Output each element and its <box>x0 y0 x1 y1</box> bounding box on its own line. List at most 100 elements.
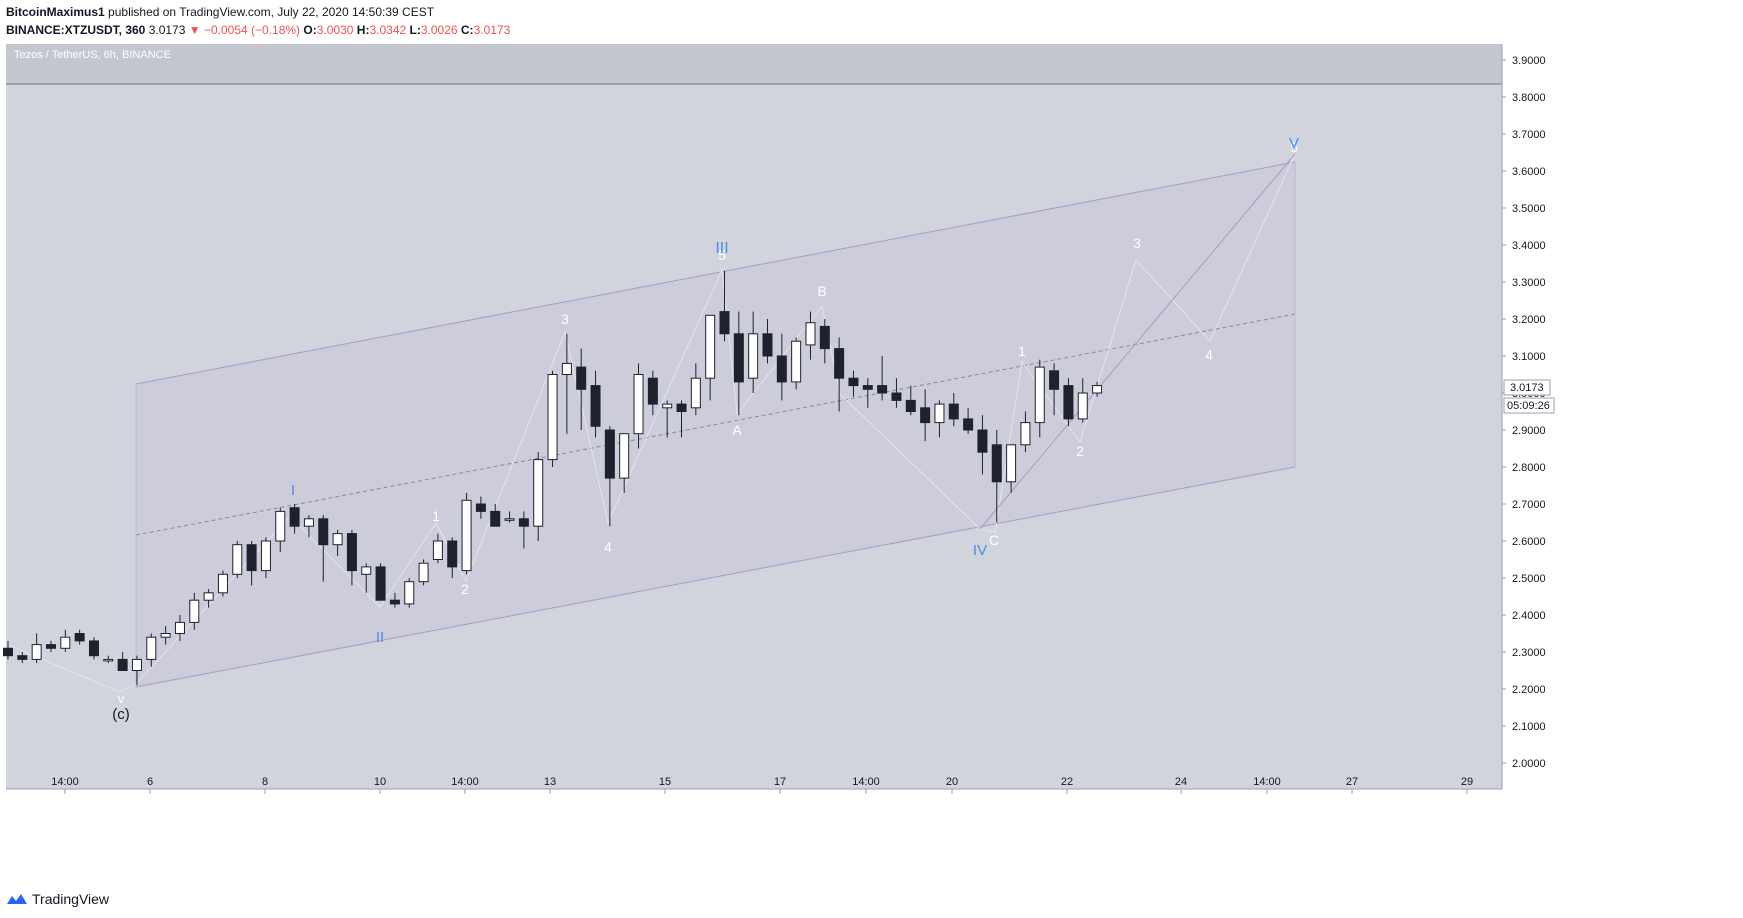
candle-up[interactable] <box>533 459 544 527</box>
candle-up[interactable] <box>561 362 572 375</box>
candle-down[interactable] <box>74 633 85 642</box>
wave-label: II <box>376 629 384 646</box>
candle-up[interactable] <box>705 314 716 379</box>
candle-up[interactable] <box>934 403 945 424</box>
candle-up[interactable] <box>1092 385 1103 394</box>
price-tick-label: 2.6000 <box>1512 536 1546 548</box>
parallel-channel[interactable] <box>135 161 1296 688</box>
candle-up[interactable] <box>1006 444 1017 483</box>
candle-down[interactable] <box>45 644 56 649</box>
candle-up[interactable] <box>146 636 157 660</box>
candle-down[interactable] <box>447 540 458 568</box>
wave-label: III <box>715 240 728 257</box>
candle-down[interactable] <box>733 333 744 383</box>
candlestick-series[interactable] <box>3 270 1103 686</box>
candle-up[interactable] <box>1020 422 1031 446</box>
candle-down[interactable] <box>590 385 601 427</box>
price-axis[interactable]: 2.0000 2.1000 2.2000 2.3000 2.4000 2.5000 2.60… <box>1501 44 1743 789</box>
candle-up[interactable] <box>189 599 200 623</box>
time-axis[interactable]: 14:00 6 8 10 14:00 13 15 17 14:00 20 22 24 14:00 27 29 <box>6 776 1502 794</box>
author-name[interactable]: BitcoinMaximus1 <box>6 5 105 19</box>
candle-down[interactable] <box>905 399 916 412</box>
candle-up[interactable] <box>805 322 816 346</box>
candle-up[interactable] <box>418 562 429 583</box>
candle-down[interactable] <box>17 655 28 660</box>
candle-down[interactable] <box>389 599 400 605</box>
wave-label: 5 <box>718 247 726 263</box>
projection-line <box>979 153 1296 530</box>
candle-down[interactable] <box>375 566 386 601</box>
candle-down[interactable] <box>3 647 13 657</box>
candle-up[interactable] <box>791 340 802 383</box>
candle-up[interactable] <box>361 566 372 575</box>
candle-down[interactable] <box>318 518 329 546</box>
candle-down[interactable] <box>948 403 959 420</box>
candle-up[interactable] <box>461 499 472 572</box>
candle-up[interactable] <box>662 403 673 409</box>
candle-down[interactable] <box>475 503 486 512</box>
candle-down[interactable] <box>891 392 902 401</box>
candle-up[interactable] <box>633 374 644 435</box>
candle-down[interactable] <box>604 429 615 479</box>
candle-down[interactable] <box>848 377 859 387</box>
candle-down[interactable] <box>490 510 501 527</box>
candle-down[interactable] <box>576 366 587 390</box>
symbol-legend[interactable]: Tezos / TetherUS, 6h, BINANCE <box>14 49 171 61</box>
candle-up[interactable] <box>1077 392 1088 420</box>
candle-down[interactable] <box>834 348 845 379</box>
candle-up[interactable] <box>103 658 114 662</box>
price-tick-label: 3.3000 <box>1512 277 1546 289</box>
time-tick-label: 22 <box>1061 776 1073 788</box>
price-chart[interactable]: Tezos / TetherUS, 6h, BINANCE (c)vIII123… <box>0 44 1743 890</box>
current-price-text: 3.0173 <box>1510 382 1544 394</box>
candle-down[interactable] <box>819 325 830 350</box>
candle-down[interactable] <box>1049 370 1060 390</box>
candle-down[interactable] <box>963 418 974 431</box>
candle-up[interactable] <box>275 510 286 542</box>
publish-info: published on TradingView.com, July 22, 2… <box>108 5 435 19</box>
candle-up[interactable] <box>619 433 630 479</box>
candle-up[interactable] <box>1034 366 1045 424</box>
price-tick-label: 3.6000 <box>1512 166 1546 178</box>
wave-label: 3 <box>1133 235 1141 251</box>
candle-up[interactable] <box>160 633 171 638</box>
current-price-marker: 3.0173 05:09:26 <box>1503 379 1555 414</box>
candle-down[interactable] <box>647 377 658 405</box>
candle-up[interactable] <box>174 621 185 635</box>
candle-up[interactable] <box>232 544 243 575</box>
candle-down[interactable] <box>1063 385 1074 420</box>
candle-down[interactable] <box>289 507 300 527</box>
candle-up[interactable] <box>404 581 415 605</box>
candle-up[interactable] <box>303 518 314 527</box>
candle-up[interactable] <box>432 540 443 560</box>
footer-brand[interactable]: TradingView <box>32 891 110 907</box>
candle-up[interactable] <box>690 377 701 409</box>
candle-up[interactable] <box>260 540 271 572</box>
candle-up[interactable] <box>60 636 71 649</box>
candle-down[interactable] <box>977 429 988 453</box>
candle-down[interactable] <box>246 544 257 572</box>
candle-down[interactable] <box>991 444 1002 483</box>
candle-down[interactable] <box>346 533 357 572</box>
candle-down[interactable] <box>518 518 529 527</box>
candle-up[interactable] <box>31 644 42 660</box>
candle-down[interactable] <box>117 658 128 672</box>
candle-down[interactable] <box>719 311 730 335</box>
candle-up[interactable] <box>504 518 515 521</box>
candle-down[interactable] <box>862 385 873 390</box>
candle-up[interactable] <box>131 658 142 672</box>
candle-down[interactable] <box>762 333 773 357</box>
candle-down[interactable] <box>88 640 99 657</box>
wave-polyline <box>5 153 1296 693</box>
candle-down[interactable] <box>776 355 787 383</box>
candle-up[interactable] <box>332 533 343 546</box>
candle-up[interactable] <box>217 573 228 594</box>
candle-down[interactable] <box>676 403 687 413</box>
candle-down[interactable] <box>877 385 888 394</box>
candle-down[interactable] <box>920 407 931 424</box>
candle-up[interactable] <box>547 374 558 461</box>
candle-up[interactable] <box>748 333 759 379</box>
symbol-name[interactable]: BINANCE:XTZUSDT, 360 <box>6 23 146 37</box>
candle-up[interactable] <box>203 592 214 601</box>
